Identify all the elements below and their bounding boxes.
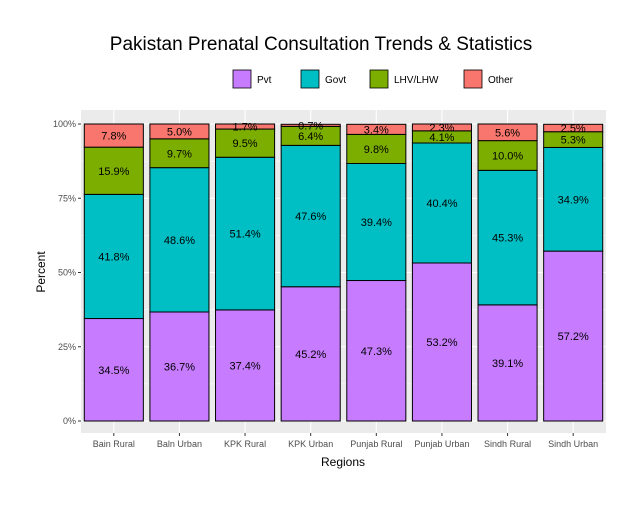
data-label-other: 2.3%: [429, 122, 454, 134]
data-label-pvt: 57.2%: [558, 331, 589, 343]
bar-segment-other: [411, 123, 472, 132]
data-label-govt: 40.4%: [426, 198, 457, 210]
data-label-govt: 41.8%: [98, 251, 129, 263]
y-tick-label: 100%: [53, 119, 76, 129]
x-tick-label: Punjab Urban: [414, 439, 469, 449]
bar-segment-pvt: [411, 262, 472, 422]
bar-segment-govt: [280, 144, 341, 288]
bar-segment-other: [83, 123, 144, 148]
y-tick-label: 25%: [58, 342, 76, 352]
data-label-lhv-lhw: 15.9%: [98, 166, 129, 178]
data-label-other: 2.5%: [561, 123, 586, 135]
x-tick-label: Sindh Rural: [484, 439, 531, 449]
x-tick-label: Punjab Rural: [350, 439, 402, 449]
bar-segment-pvt: [83, 318, 144, 422]
legend-key-govt: [300, 69, 320, 89]
data-label-govt: 45.3%: [492, 233, 523, 245]
x-tick-label: Bain Rural: [93, 439, 135, 449]
data-label-pvt: 47.3%: [361, 346, 392, 358]
bar-segment-pvt: [280, 286, 341, 422]
x-axis-title: Regions: [321, 455, 365, 469]
data-label-govt: 47.6%: [295, 211, 326, 223]
legend-key-lhv-lhw: [369, 69, 389, 89]
data-label-pvt: 53.2%: [426, 337, 457, 349]
data-label-other: 0.7%: [298, 120, 323, 132]
data-label-pvt: 39.1%: [492, 358, 523, 370]
data-label-other: 1.7%: [233, 122, 258, 134]
data-label-other: 5.6%: [495, 127, 520, 139]
data-label-lhv-lhw: 5.3%: [561, 135, 586, 147]
data-label-pvt: 45.2%: [295, 349, 326, 361]
bar-segment-lhv-lhw: [477, 140, 538, 171]
legend-label-pvt: Pvt: [257, 75, 272, 86]
data-label-pvt: 34.5%: [98, 365, 129, 377]
bar-segment-lhv-lhw: [346, 133, 407, 165]
bar-segment-other: [215, 123, 276, 130]
data-label-lhv-lhw: 6.4%: [298, 131, 323, 143]
data-label-lhv-lhw: 10.0%: [492, 150, 523, 162]
bar-segment-other: [543, 123, 604, 133]
bar-segment-lhv-lhw: [215, 128, 276, 158]
legend-label-govt: Govt: [325, 75, 346, 86]
data-label-govt: 34.9%: [558, 194, 589, 206]
bar-segment-govt: [543, 146, 604, 252]
legend-label-other: Other: [488, 75, 514, 86]
bar-segment-other: [280, 123, 341, 127]
legend-label-lhv-lhw: LHV/LHW: [394, 75, 439, 86]
bar-segment-govt: [477, 169, 538, 306]
data-label-lhv-lhw: 9.5%: [233, 138, 258, 150]
bar-segment-pvt: [149, 311, 210, 422]
bar-segment-govt: [149, 167, 210, 313]
x-axis: Bain Rural Baln Urban KPK Rural KPK Urban Pu…: [93, 433, 598, 449]
bar-segment-pvt: [543, 250, 604, 422]
data-label-lhv-lhw: 4.1%: [429, 132, 454, 144]
chart-title: Pakistan Prenatal Consultation Trends & …: [110, 34, 532, 55]
legend: Pvt Govt LHV/LHW Other: [232, 69, 514, 89]
y-tick-label: 75%: [58, 193, 76, 203]
data-label-other: 5.0%: [167, 126, 192, 138]
y-tick-label: 0%: [63, 416, 76, 426]
bar-segment-govt: [411, 142, 472, 264]
data-label-govt: 51.4%: [229, 229, 260, 241]
x-tick-label: KPK Urban: [288, 439, 333, 449]
y-axis-title: Percent: [34, 251, 48, 293]
data-labels-layer: 34.5% 41.8% 15.9% 7.8% 36.7% 48.6% 9.7% 5.0% 37.…: [98, 120, 589, 376]
bar-segment-govt: [83, 193, 144, 320]
bar-segment-govt: [346, 163, 407, 282]
data-label-other: 7.8%: [101, 131, 126, 143]
bars-layer: [83, 123, 604, 422]
bar-segment-lhv-lhw: [149, 138, 210, 169]
y-tick-label: 50%: [58, 268, 76, 278]
legend-key-pvt: [232, 69, 252, 89]
x-tick-label: Sindh Urban: [548, 439, 598, 449]
y-axis: 0% 25% 50% 75% 100%: [53, 119, 81, 426]
bar-segment-lhv-lhw: [83, 146, 144, 195]
data-label-lhv-lhw: 9.7%: [167, 148, 192, 160]
data-label-other: 3.4%: [364, 124, 389, 136]
data-label-govt: 39.4%: [361, 217, 392, 229]
bar-segment-pvt: [215, 309, 276, 422]
data-label-pvt: 37.4%: [229, 360, 260, 372]
bar-segment-pvt: [477, 304, 538, 422]
data-label-pvt: 36.7%: [164, 362, 195, 374]
x-tick-label: Baln Urban: [157, 439, 202, 449]
legend-key-other: [463, 69, 483, 89]
x-tick-label: KPK Rural: [224, 439, 266, 449]
bar-segment-other: [346, 123, 407, 135]
bar-segment-other: [149, 123, 210, 140]
data-label-govt: 48.6%: [164, 235, 195, 247]
bar-segment-pvt: [346, 280, 407, 422]
data-label-lhv-lhw: 9.8%: [364, 144, 389, 156]
bar-segment-other: [477, 123, 538, 142]
